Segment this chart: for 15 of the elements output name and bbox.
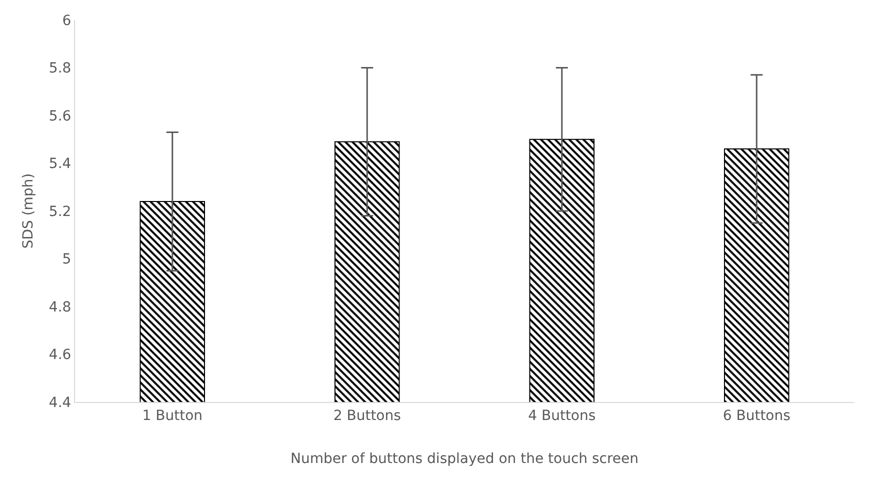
y-tick-label: 5 <box>62 252 72 268</box>
y-tick-label: 4.6 <box>48 347 72 364</box>
x-tick-label: 1 Button <box>142 408 203 424</box>
x-tick-label: 2 Buttons <box>333 408 401 424</box>
y-tick-label: 4.8 <box>48 299 72 316</box>
y-tick-label: 5.8 <box>48 60 72 77</box>
y-tick-label: 5.2 <box>48 204 72 220</box>
y-tick-label: 5.4 <box>48 156 72 172</box>
y-tick-label: 6 <box>62 12 72 29</box>
y-tick-label: 5.6 <box>48 108 72 124</box>
x-tick-label: 4 Buttons <box>528 408 596 424</box>
x-tick-label: 6 Buttons <box>722 408 790 424</box>
y-tick-label: 4.4 <box>48 394 72 411</box>
y-axis-title: SDS (mph) <box>20 173 37 249</box>
x-axis-title: Number of buttons displayed on the touch screen <box>290 451 639 468</box>
